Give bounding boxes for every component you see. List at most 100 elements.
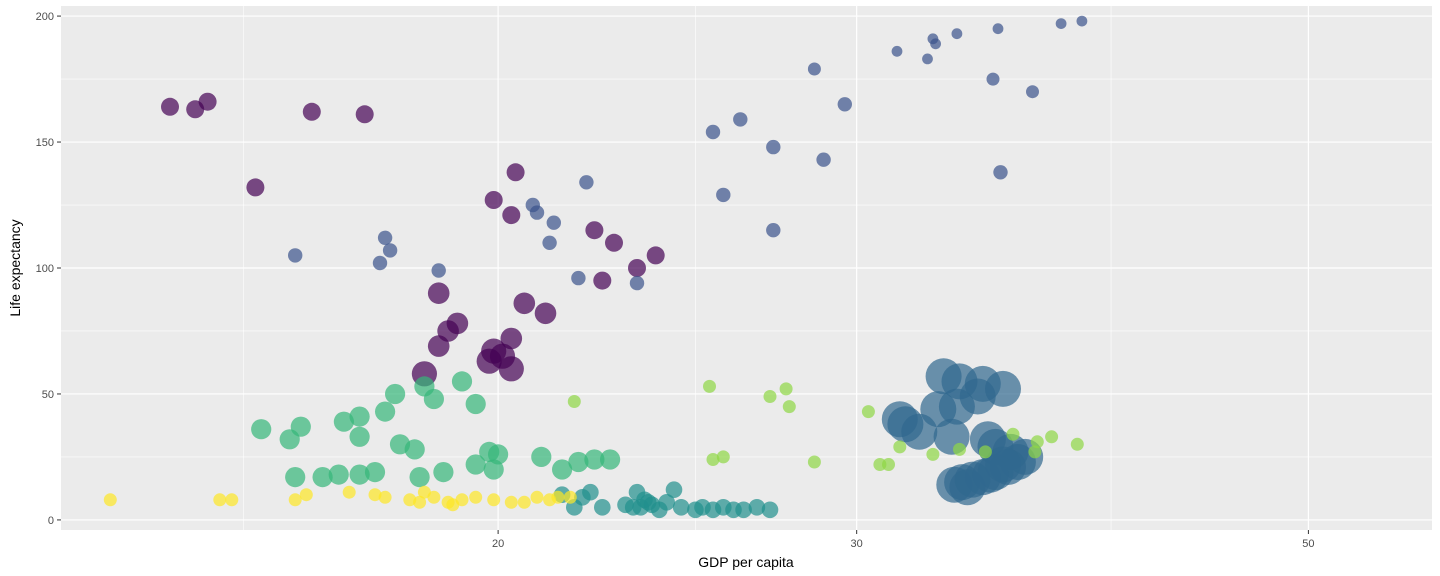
data-point <box>733 112 748 127</box>
y-axis-title: Life expectancy <box>7 219 23 316</box>
data-point <box>349 464 370 485</box>
data-point <box>779 382 793 396</box>
x-tick-label: 30 <box>851 538 863 550</box>
data-point <box>225 493 239 507</box>
data-point <box>103 493 117 507</box>
data-point <box>342 485 356 499</box>
data-points <box>103 15 1088 519</box>
data-point <box>546 215 561 230</box>
data-point <box>901 413 938 450</box>
data-point <box>893 440 907 454</box>
data-point <box>531 446 552 467</box>
data-point <box>584 449 605 470</box>
data-point <box>593 271 612 290</box>
data-point <box>926 447 940 461</box>
data-point <box>782 400 796 414</box>
data-point <box>1026 85 1039 99</box>
data-point <box>364 462 386 483</box>
data-point <box>502 206 521 225</box>
data-point <box>930 38 941 50</box>
data-point <box>279 429 300 450</box>
data-point <box>551 490 565 504</box>
data-point <box>378 490 392 504</box>
data-point <box>1030 435 1044 449</box>
data-point <box>972 456 1009 493</box>
data-point <box>355 105 374 124</box>
data-point <box>487 493 501 507</box>
data-point <box>504 495 518 509</box>
data-point <box>423 388 444 410</box>
grid-lines <box>61 6 1432 530</box>
data-point <box>600 449 621 470</box>
data-point <box>328 464 349 485</box>
data-point <box>807 62 821 76</box>
data-point <box>427 282 450 305</box>
data-point <box>552 459 573 480</box>
data-point <box>761 501 779 519</box>
x-tick-label: 20 <box>492 538 504 550</box>
data-point <box>1006 427 1020 441</box>
data-point <box>861 405 875 419</box>
data-point <box>992 23 1004 35</box>
data-point <box>288 248 303 263</box>
data-point <box>993 165 1008 180</box>
data-point <box>530 490 544 504</box>
data-point <box>563 490 577 504</box>
x-axis-title: GDP per capita <box>698 554 794 570</box>
data-point <box>469 490 483 504</box>
data-point <box>349 426 370 447</box>
data-point <box>705 124 721 140</box>
data-point <box>605 233 623 252</box>
data-point <box>891 45 903 57</box>
data-point <box>417 485 431 499</box>
data-point <box>837 97 852 112</box>
data-point <box>938 388 975 425</box>
data-point <box>646 246 665 265</box>
data-point <box>375 401 396 422</box>
data-point <box>299 488 313 502</box>
data-point <box>285 467 306 488</box>
y-tick-label: 150 <box>36 137 54 149</box>
data-point <box>763 390 777 403</box>
data-point <box>574 489 591 506</box>
data-point <box>568 451 589 473</box>
data-point <box>213 493 227 507</box>
axes: 20 30 50 0 50 100 150 200 <box>36 11 1315 550</box>
data-point <box>579 175 594 190</box>
data-point <box>349 406 370 427</box>
data-point <box>372 255 388 271</box>
data-point <box>382 243 398 258</box>
data-point <box>506 163 525 182</box>
data-point <box>1070 437 1084 451</box>
data-point <box>161 97 179 116</box>
y-tick-label: 200 <box>36 11 54 23</box>
data-point <box>628 483 646 501</box>
data-point <box>594 499 611 516</box>
data-point <box>465 393 486 415</box>
data-point <box>571 270 586 286</box>
y-tick-label: 100 <box>36 263 54 275</box>
data-point <box>198 92 217 111</box>
data-point <box>483 459 504 480</box>
data-point <box>951 28 963 40</box>
data-point <box>246 178 265 197</box>
data-point <box>1055 18 1067 29</box>
data-point <box>978 445 992 459</box>
y-tick-label: 0 <box>48 515 54 527</box>
data-point <box>748 499 766 516</box>
data-point <box>413 495 427 509</box>
data-point <box>534 302 557 325</box>
data-point <box>628 259 646 277</box>
data-point <box>251 419 272 440</box>
data-point <box>567 395 581 408</box>
data-point <box>585 221 604 240</box>
data-point <box>302 102 321 121</box>
data-point <box>404 439 425 460</box>
data-point <box>629 275 645 291</box>
data-point <box>385 383 406 405</box>
data-point <box>433 462 454 483</box>
data-point <box>312 467 333 488</box>
data-point <box>368 488 382 502</box>
data-point <box>427 490 441 504</box>
